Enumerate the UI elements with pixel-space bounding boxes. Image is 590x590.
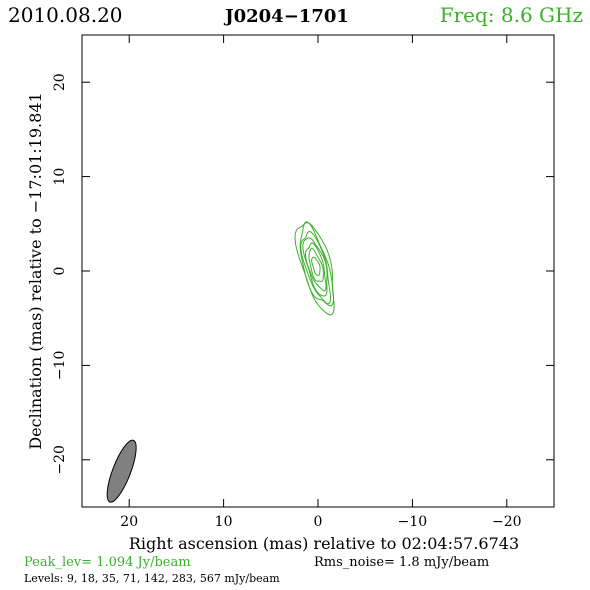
x-tick-label: −20 bbox=[492, 514, 522, 530]
contour-level-142 bbox=[305, 242, 327, 292]
y-tick-label: −10 bbox=[52, 351, 68, 381]
plot-frame bbox=[81, 34, 555, 508]
x-tick-label: 0 bbox=[314, 514, 323, 530]
y-axis-label: Declination (mas) relative to −17:01:19.… bbox=[26, 92, 45, 449]
contour-level-9 bbox=[294, 222, 335, 316]
tick-marks bbox=[82, 35, 554, 507]
x-tick-label: 10 bbox=[215, 514, 233, 530]
contour-level-283 bbox=[308, 247, 324, 283]
beam-ellipse bbox=[106, 439, 137, 503]
observation-date: 2010.08.20 bbox=[8, 3, 123, 27]
y-tick-label: 0 bbox=[52, 267, 68, 276]
contour-levels: Levels: 9, 18, 35, 71, 142, 283, 567 mJy… bbox=[24, 572, 280, 585]
y-tick-label: −20 bbox=[52, 445, 68, 475]
contour-level-35 bbox=[300, 230, 332, 305]
contour-level-567 bbox=[311, 256, 321, 276]
contour-level-18 bbox=[299, 221, 335, 307]
y-tick-label: 10 bbox=[52, 168, 68, 186]
x-tick-label: 20 bbox=[120, 514, 138, 530]
restoring-beam bbox=[106, 439, 137, 503]
peak-level: Peak_lev= 1.094 Jy/beam bbox=[24, 555, 191, 570]
source-contours bbox=[294, 221, 335, 316]
x-tick-label: −10 bbox=[398, 514, 428, 530]
x-axis-label: Right ascension (mas) relative to 02:04:… bbox=[129, 534, 519, 553]
y-tick-label: 20 bbox=[52, 73, 68, 91]
frequency-label: Freq: 8.6 GHz bbox=[440, 3, 583, 27]
source-name: J0204−1701 bbox=[223, 6, 349, 27]
tick-labels: 20 10 0 −10 −20 20 10 0 −10 −20 bbox=[52, 73, 522, 530]
rms-noise: Rms_noise= 1.8 mJy/beam bbox=[314, 555, 489, 570]
